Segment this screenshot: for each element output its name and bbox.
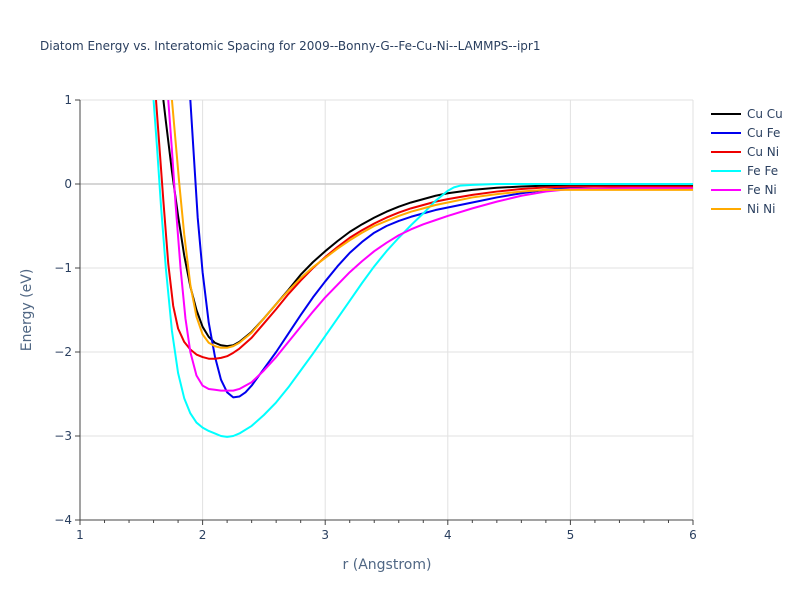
legend-item-fe-ni[interactable]: Fe Ni [711, 183, 777, 197]
legend-label: Ni Ni [747, 202, 775, 216]
y-tick-labels: 1 0 −1 −2 −3 −4 [54, 93, 72, 527]
legend-label: Cu Ni [747, 145, 779, 159]
x-tick-labels: 1 2 3 4 5 6 [76, 528, 697, 542]
series-line-cu-fe [189, 100, 693, 399]
y-tick-label: −2 [54, 345, 72, 359]
x-tick-label: 6 [689, 528, 697, 542]
chart-title: Diatom Energy vs. Interatomic Spacing fo… [40, 39, 541, 53]
legend-label: Cu Cu [747, 107, 783, 121]
y-tick-label: −3 [54, 429, 72, 443]
series-line-cu-cu [162, 100, 693, 348]
legend-label: Fe Ni [747, 183, 777, 197]
y-tick-label: −4 [54, 513, 72, 527]
y-axis-title: Energy (eV) [19, 269, 35, 352]
legend-label: Cu Fe [747, 126, 780, 140]
x-tick-label: 3 [321, 528, 329, 542]
legend-item-fe-fe[interactable]: Fe Fe [711, 164, 778, 178]
plot-area [152, 100, 693, 438]
axes [75, 99, 694, 525]
series-line-fe-fe [152, 100, 693, 438]
y-tick-label: −1 [54, 261, 72, 275]
legend-item-cu-fe[interactable]: Cu Fe [711, 126, 780, 140]
y-tick-label: 1 [64, 93, 72, 107]
x-tick-label: 2 [199, 528, 207, 542]
legend-item-cu-cu[interactable]: Cu Cu [711, 107, 783, 121]
series-line-cu-ni [155, 100, 693, 360]
legend[interactable]: Cu Cu Cu Fe Cu Ni Fe Fe Fe Ni Ni Ni [711, 107, 783, 216]
x-tick-label: 1 [76, 528, 84, 542]
x-tick-label: 4 [444, 528, 452, 542]
legend-item-ni-ni[interactable]: Ni Ni [711, 202, 775, 216]
x-axis-title: r (Angstrom) [343, 557, 432, 573]
series-line-fe-ni [167, 100, 693, 392]
series-line-ni-ni [170, 100, 693, 349]
x-tick-label: 5 [567, 528, 575, 542]
legend-item-cu-ni[interactable]: Cu Ni [711, 145, 779, 159]
y-tick-label: 0 [64, 177, 72, 191]
legend-label: Fe Fe [747, 164, 778, 178]
